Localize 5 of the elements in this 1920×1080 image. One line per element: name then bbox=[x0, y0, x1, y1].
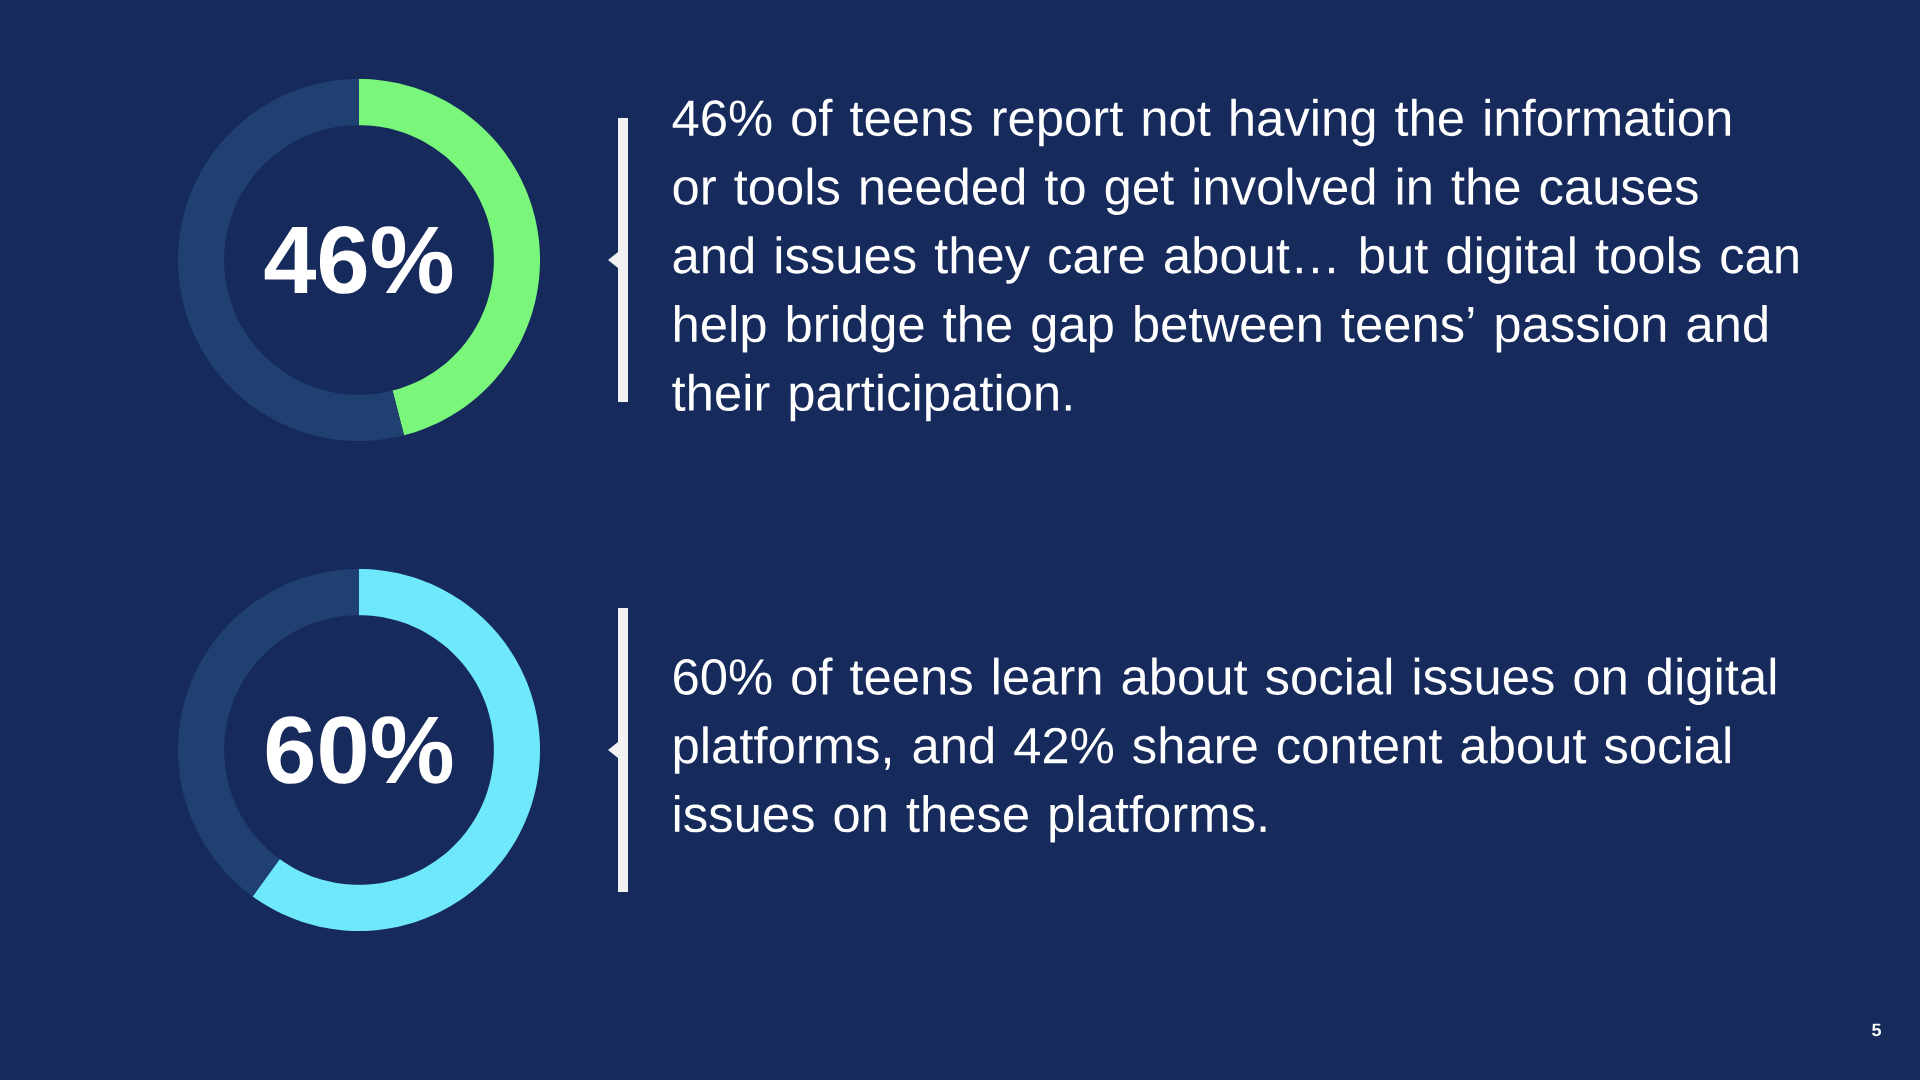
text: 46% of teens report not having the information or tools needed to get involved in the causes and issues they care about… but digital tools can help bridge the gap between teens’ passion and their participation. bbox=[672, 98, 1798, 422]
text: 5 bbox=[1872, 1023, 1882, 1037]
text: 60% of teens learn about social issues on digital platforms, and 42% share content about social issues on these platforms. bbox=[674, 657, 1776, 843]
text: 46% bbox=[264, 226, 453, 294]
text: 60% bbox=[266, 716, 453, 784]
